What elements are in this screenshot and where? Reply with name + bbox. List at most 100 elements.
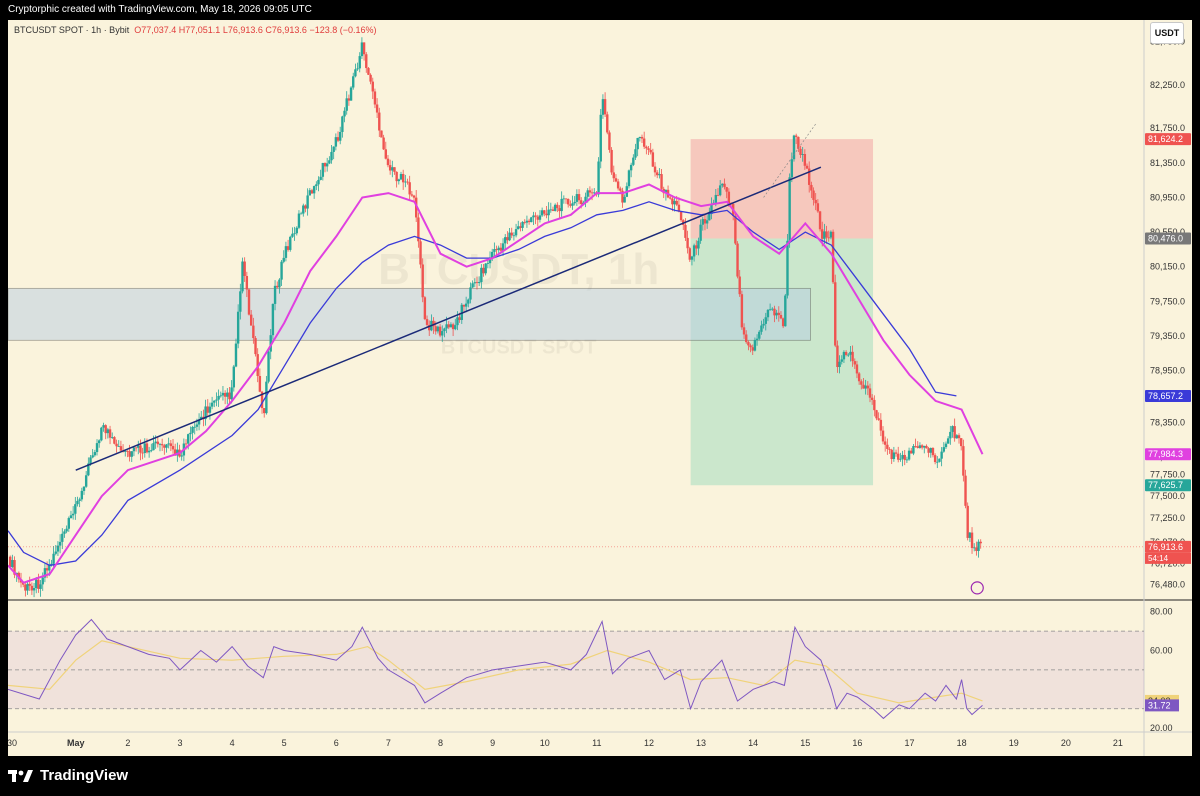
candle-body bbox=[860, 381, 863, 385]
candle-body bbox=[575, 194, 579, 202]
candle-body bbox=[553, 204, 557, 211]
candle-body bbox=[825, 231, 828, 238]
candle-body bbox=[451, 324, 455, 330]
rsi-axis-tick: 60.00 bbox=[1150, 646, 1173, 656]
time-axis-tick: 4 bbox=[230, 738, 235, 748]
candle-body bbox=[849, 351, 852, 355]
time-axis-tick: 10 bbox=[540, 738, 550, 748]
candle-body bbox=[764, 317, 767, 324]
candle-body bbox=[903, 454, 906, 460]
candle-body bbox=[71, 513, 75, 516]
candle-body bbox=[423, 297, 427, 320]
candle-body bbox=[104, 425, 107, 434]
price-axis-tick: 77,750.0 bbox=[1150, 469, 1185, 479]
price-label-box bbox=[1145, 448, 1191, 461]
candle-body bbox=[753, 339, 757, 351]
alert-icon bbox=[970, 581, 984, 595]
candle-body bbox=[862, 384, 865, 389]
candle-body bbox=[195, 424, 199, 427]
candle-body bbox=[443, 328, 446, 332]
candle-body bbox=[905, 459, 909, 461]
candle-body bbox=[868, 388, 872, 398]
candle-body bbox=[167, 443, 170, 445]
candle-body bbox=[93, 452, 97, 456]
candle-body bbox=[573, 201, 576, 204]
candle-body bbox=[334, 137, 338, 147]
candle-body bbox=[864, 385, 867, 389]
candle-body bbox=[124, 450, 127, 452]
candle-body bbox=[50, 563, 53, 565]
candle-body bbox=[738, 276, 741, 295]
candle-body bbox=[302, 205, 305, 214]
candle-body bbox=[197, 419, 201, 425]
candle-body bbox=[801, 154, 804, 155]
candle-body bbox=[395, 171, 398, 182]
candle-body bbox=[323, 162, 327, 167]
currency-button[interactable]: USDT bbox=[1150, 22, 1184, 44]
candle-body bbox=[65, 528, 68, 532]
rsi-line bbox=[8, 618, 983, 720]
candle-body bbox=[821, 229, 824, 239]
candle-body bbox=[152, 443, 155, 451]
candle-body bbox=[877, 418, 880, 420]
time-axis-tick: 11 bbox=[592, 738, 601, 748]
price-label-text: 81,624.2 bbox=[1148, 134, 1183, 144]
price-axis-tick: 79,750.0 bbox=[1150, 296, 1185, 306]
candle-body bbox=[11, 560, 14, 567]
candle-body bbox=[404, 181, 407, 183]
candle-body bbox=[933, 455, 937, 463]
candle-body bbox=[28, 583, 31, 586]
rsi-value-box bbox=[1145, 699, 1179, 712]
candle-body bbox=[471, 283, 474, 288]
candle-body bbox=[95, 443, 99, 453]
candle-body bbox=[599, 114, 602, 162]
candle-body bbox=[354, 69, 357, 77]
candle-body bbox=[217, 395, 220, 400]
candle-body bbox=[382, 137, 385, 150]
candle-body bbox=[78, 499, 81, 501]
candle-body bbox=[456, 317, 459, 326]
candle-body bbox=[284, 246, 288, 258]
candle-body bbox=[458, 317, 461, 320]
symbol-name[interactable]: BTCUSDT SPOT · 1h · Bybit bbox=[14, 25, 130, 35]
candle-body bbox=[497, 247, 500, 251]
price-axis-tick: 76,480.0 bbox=[1150, 579, 1185, 589]
candle-body bbox=[758, 331, 761, 339]
tradingview-logo[interactable]: TradingView bbox=[8, 766, 128, 786]
time-axis-tick: 14 bbox=[748, 738, 758, 748]
candle-body bbox=[173, 449, 177, 456]
candle-body bbox=[675, 200, 678, 205]
price-label-box bbox=[1145, 389, 1191, 402]
ema-fast-line bbox=[8, 183, 984, 584]
candle-body bbox=[223, 392, 227, 397]
price-axis-tick: 80,150.0 bbox=[1150, 262, 1185, 272]
candle-body bbox=[475, 282, 479, 284]
candle-body bbox=[100, 427, 103, 441]
candle-body bbox=[888, 448, 891, 450]
candle-body bbox=[263, 408, 266, 414]
candle-body bbox=[108, 429, 112, 438]
candle-body bbox=[723, 183, 726, 188]
candle-body bbox=[866, 385, 870, 389]
time-axis-tick: May bbox=[67, 738, 85, 748]
candle-body bbox=[477, 282, 481, 284]
candle-body bbox=[818, 211, 822, 230]
candle-body bbox=[645, 146, 648, 149]
candle-body bbox=[525, 220, 529, 223]
candle-body bbox=[569, 204, 572, 206]
candle-body bbox=[614, 178, 618, 182]
candle-body bbox=[325, 163, 329, 167]
candle-body bbox=[760, 325, 763, 332]
candle-body bbox=[975, 547, 978, 551]
time-axis-tick: 12 bbox=[644, 738, 654, 748]
candle-body bbox=[777, 312, 780, 315]
candle-body bbox=[230, 387, 233, 400]
candle-body bbox=[35, 579, 38, 589]
candle-body bbox=[632, 157, 635, 165]
ohlc-open: O77,037.4 bbox=[134, 25, 177, 35]
candle-body bbox=[634, 149, 637, 158]
candle-body bbox=[360, 42, 364, 57]
candle-body bbox=[512, 235, 516, 237]
candle-body bbox=[139, 445, 142, 453]
